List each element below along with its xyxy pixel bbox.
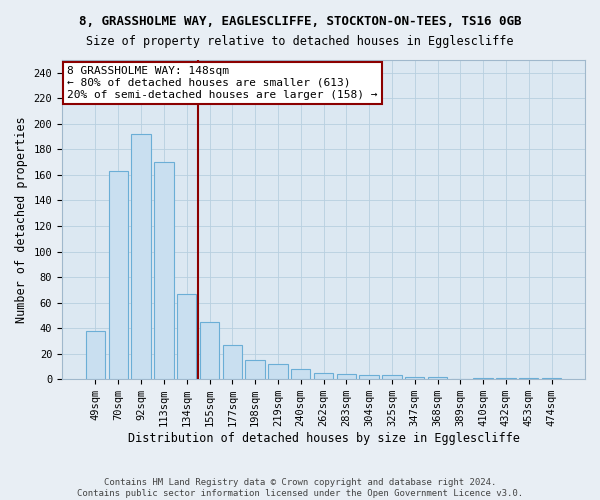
Bar [405, 376, 424, 379]
Bar [154, 162, 173, 379]
Y-axis label: Number of detached properties: Number of detached properties [15, 116, 28, 323]
Bar [177, 294, 196, 379]
Bar [542, 378, 561, 379]
Bar [359, 376, 379, 379]
Text: Size of property relative to detached houses in Egglescliffe: Size of property relative to detached ho… [86, 35, 514, 48]
Bar [291, 369, 310, 379]
Bar [109, 171, 128, 379]
Bar [473, 378, 493, 379]
Bar [519, 378, 538, 379]
Bar [496, 378, 515, 379]
Bar [382, 376, 401, 379]
Bar [223, 344, 242, 379]
Bar [314, 373, 333, 379]
X-axis label: Distribution of detached houses by size in Egglescliffe: Distribution of detached houses by size … [128, 432, 520, 445]
Bar [268, 364, 287, 379]
Bar [428, 376, 447, 379]
Bar [200, 322, 219, 379]
Text: 8, GRASSHOLME WAY, EAGLESCLIFFE, STOCKTON-ON-TEES, TS16 0GB: 8, GRASSHOLME WAY, EAGLESCLIFFE, STOCKTO… [79, 15, 521, 28]
Bar [131, 134, 151, 379]
Bar [337, 374, 356, 379]
Text: Contains HM Land Registry data © Crown copyright and database right 2024.
Contai: Contains HM Land Registry data © Crown c… [77, 478, 523, 498]
Bar [245, 360, 265, 379]
Bar [86, 330, 105, 379]
Text: 8 GRASSHOLME WAY: 148sqm
← 80% of detached houses are smaller (613)
20% of semi-: 8 GRASSHOLME WAY: 148sqm ← 80% of detach… [67, 66, 378, 100]
